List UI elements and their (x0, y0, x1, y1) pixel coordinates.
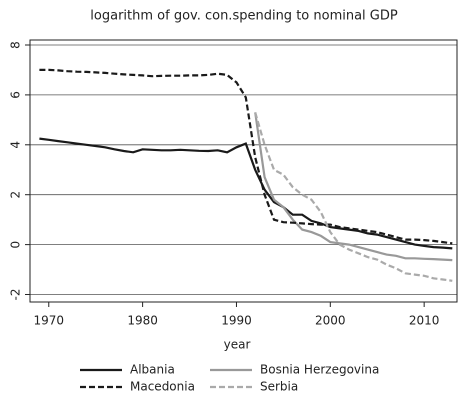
x-tick-label: 2010 (409, 314, 440, 328)
legend-label: Macedonia (130, 380, 195, 394)
x-tick-label: 1980 (127, 314, 158, 328)
series-line (39, 137, 453, 250)
y-tick-label: 2 (9, 191, 23, 199)
legend-label: Albania (130, 363, 175, 377)
y-tick-label: 4 (9, 141, 23, 149)
series-line (254, 112, 453, 262)
y-tick-label: -2 (9, 289, 23, 301)
y-tick-label: 8 (9, 41, 23, 49)
chart-title: logarithm of gov. con.spending to nomina… (90, 9, 398, 24)
series-line (254, 112, 453, 282)
x-axis-label: year (224, 338, 251, 352)
legend-label: Serbia (260, 380, 298, 394)
x-tick-label: 2000 (315, 314, 346, 328)
x-tick-label: 1990 (221, 314, 252, 328)
legend-label: Bosnia Herzegovina (260, 363, 379, 377)
y-tick-label: 6 (9, 91, 23, 99)
y-tick-label: 0 (9, 241, 23, 249)
series-line (39, 68, 453, 245)
x-tick-label: 1970 (33, 314, 64, 328)
plot-frame (29, 39, 458, 303)
